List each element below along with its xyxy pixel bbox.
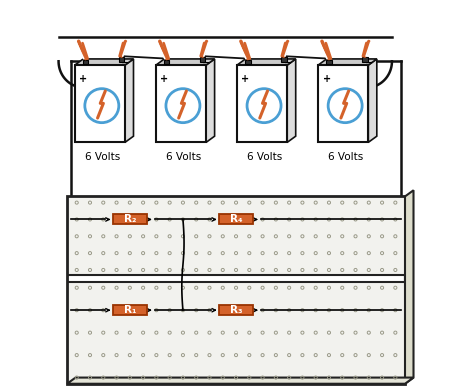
FancyBboxPatch shape [164,60,169,65]
Text: 6 Volts: 6 Volts [85,152,120,162]
FancyBboxPatch shape [281,57,286,62]
Text: R₃: R₃ [230,305,242,315]
Text: −: − [121,58,129,68]
Polygon shape [318,65,368,142]
FancyBboxPatch shape [245,60,251,65]
Polygon shape [368,59,377,142]
FancyBboxPatch shape [83,60,88,65]
Polygon shape [125,59,134,142]
FancyBboxPatch shape [219,214,253,224]
FancyBboxPatch shape [219,305,253,315]
FancyBboxPatch shape [362,57,368,62]
FancyBboxPatch shape [69,275,403,282]
Polygon shape [287,59,296,142]
Text: R₂: R₂ [124,214,136,224]
FancyBboxPatch shape [200,57,205,62]
Polygon shape [206,59,215,142]
Text: +: + [322,74,331,84]
Text: R₄: R₄ [230,214,242,224]
Text: +: + [79,74,87,84]
Text: +: + [241,74,249,84]
Text: R₁: R₁ [124,305,136,315]
Polygon shape [237,59,296,65]
Polygon shape [156,65,206,142]
FancyBboxPatch shape [326,60,332,65]
Polygon shape [75,65,125,142]
FancyBboxPatch shape [113,214,146,224]
Text: 6 Volts: 6 Volts [166,152,201,162]
Text: −: − [365,58,373,68]
Polygon shape [156,59,215,65]
Polygon shape [67,378,413,384]
Polygon shape [318,59,377,65]
FancyBboxPatch shape [113,305,146,315]
Text: −: − [283,58,292,68]
Text: +: + [160,74,168,84]
Polygon shape [405,190,413,384]
Polygon shape [75,59,134,65]
Text: 6 Volts: 6 Volts [328,152,364,162]
Text: 6 Volts: 6 Volts [247,152,282,162]
FancyBboxPatch shape [119,57,124,62]
Polygon shape [67,196,405,384]
Text: −: − [202,58,210,68]
Polygon shape [237,65,287,142]
